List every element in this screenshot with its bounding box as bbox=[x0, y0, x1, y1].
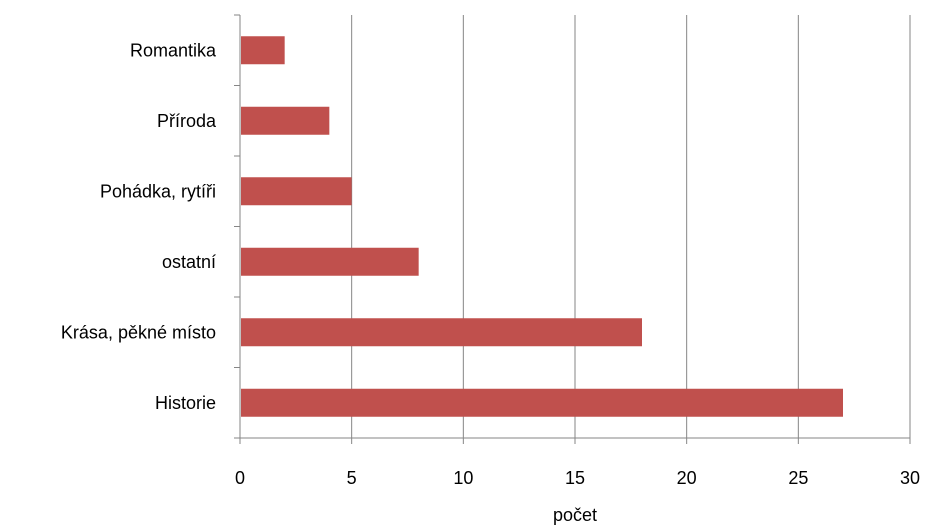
x-axis-title: počet bbox=[553, 505, 597, 525]
bar-0 bbox=[241, 36, 285, 65]
axes bbox=[234, 14, 911, 444]
y-category-label: Romantika bbox=[130, 40, 217, 60]
x-tick-label: 15 bbox=[565, 468, 585, 488]
x-tick-label: 30 bbox=[900, 468, 920, 488]
gridlines bbox=[351, 15, 911, 438]
bar-4 bbox=[241, 318, 642, 347]
x-tick-label: 25 bbox=[788, 468, 808, 488]
bar-1 bbox=[241, 106, 330, 135]
bars bbox=[241, 36, 843, 417]
y-category-label: Příroda bbox=[157, 111, 217, 131]
bar-5 bbox=[241, 388, 843, 417]
x-tick-label: 0 bbox=[235, 468, 245, 488]
y-category-label: Krása, pěkné místo bbox=[61, 322, 216, 342]
y-category-label: ostatní bbox=[162, 252, 216, 272]
y-category-label: Historie bbox=[155, 393, 216, 413]
labels: 0 5 10 15 20 25 30 Romantika Příroda Pohádka, ryt… bbox=[61, 40, 920, 488]
bar-2 bbox=[241, 177, 352, 206]
y-category-label: Pohádka, rytíři bbox=[100, 181, 216, 201]
bar-3 bbox=[241, 247, 419, 276]
x-tick-label: 20 bbox=[677, 468, 697, 488]
x-tick-label: 5 bbox=[347, 468, 357, 488]
x-tick-label: 10 bbox=[453, 468, 473, 488]
